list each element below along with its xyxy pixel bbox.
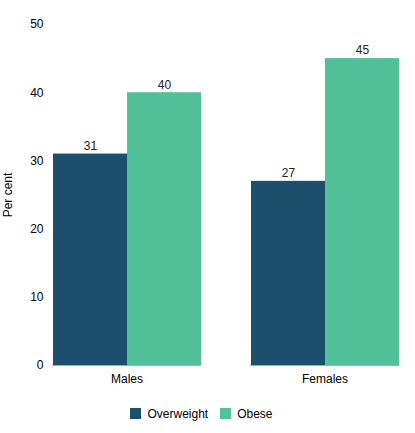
- svg-text:45: 45: [356, 43, 370, 57]
- svg-text:50: 50: [30, 17, 44, 31]
- svg-text:40: 40: [158, 78, 172, 92]
- svg-text:Females: Females: [302, 372, 348, 386]
- svg-text:0: 0: [37, 358, 44, 372]
- svg-text:40: 40: [30, 86, 44, 100]
- svg-text:Per cent: Per cent: [1, 172, 15, 217]
- svg-text:20: 20: [30, 222, 44, 236]
- svg-text:Males: Males: [111, 372, 143, 386]
- svg-text:31: 31: [84, 139, 98, 153]
- html-text:Overweight: Overweight: [147, 406, 209, 421]
- svg-text:30: 30: [30, 154, 44, 168]
- svg-text:27: 27: [282, 166, 296, 180]
- svg-text:10: 10: [30, 290, 44, 304]
- html-text:Obese: Obese: [237, 406, 273, 421]
